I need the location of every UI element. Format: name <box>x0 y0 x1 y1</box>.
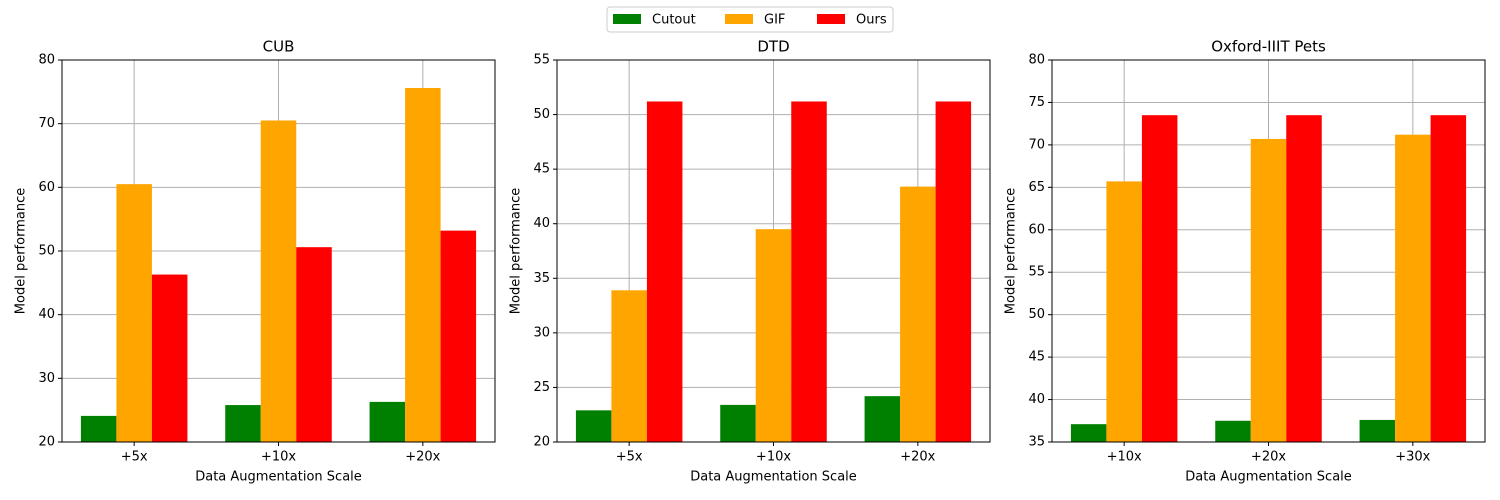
y-tick-label: 50 <box>38 244 55 259</box>
y-tick-label: 50 <box>533 107 550 122</box>
chart-title: CUB <box>263 38 295 56</box>
bar <box>296 247 332 442</box>
x-tick-label: +30x <box>1395 450 1430 465</box>
y-tick-label: 70 <box>1028 137 1045 152</box>
legend-swatch <box>613 14 641 24</box>
bar <box>116 184 152 442</box>
bar <box>260 120 297 442</box>
bar <box>1215 420 1251 442</box>
bar <box>791 101 827 442</box>
bar <box>575 410 612 442</box>
y-tick-label: 55 <box>533 53 550 68</box>
y-tick-label: 40 <box>533 216 550 231</box>
y-tick-label: 20 <box>533 435 550 450</box>
x-tick-label: +10x <box>1107 450 1142 465</box>
y-tick-label: 40 <box>38 307 55 322</box>
x-tick-label: +20x <box>1251 450 1286 465</box>
y-tick-label: 60 <box>38 180 55 195</box>
y-tick-label: 30 <box>38 371 55 386</box>
bar <box>1359 419 1396 442</box>
bar <box>1430 115 1467 442</box>
y-tick-label: 20 <box>38 435 55 450</box>
bar <box>900 186 936 442</box>
legend-swatch <box>817 14 845 24</box>
x-tick-label: +5x <box>121 450 148 465</box>
y-tick-label: 45 <box>533 162 550 177</box>
y-tick-label: 55 <box>1028 265 1045 280</box>
bar <box>151 274 188 442</box>
x-tick-label: +20x <box>900 450 935 465</box>
y-tick-label: 80 <box>1028 53 1045 68</box>
y-tick-label: 70 <box>38 116 55 131</box>
y-tick-label: 40 <box>1028 392 1045 407</box>
y-tick-label: 45 <box>1028 350 1045 365</box>
y-axis-label: Model performance <box>14 188 29 314</box>
bar <box>1286 115 1322 442</box>
bar <box>1106 181 1142 442</box>
legend-label: GIF <box>764 13 785 28</box>
bar <box>611 290 647 442</box>
legend-label: Cutout <box>652 13 696 28</box>
x-tick-label: +5x <box>616 450 643 465</box>
bar <box>369 401 406 442</box>
plot-frame <box>556 59 991 443</box>
x-axis-label: Data Augmentation Scale <box>690 470 857 485</box>
legend-label: Ours <box>856 13 887 28</box>
chart-title: DTD <box>757 38 789 56</box>
y-tick-label: 25 <box>533 380 550 395</box>
bar <box>755 229 792 442</box>
bar <box>1395 134 1431 443</box>
y-axis-label: Model performance <box>1004 188 1019 314</box>
chart-title: Oxford-IIIT Pets <box>1211 38 1326 56</box>
bar <box>1141 115 1178 442</box>
x-tick-label: +10x <box>261 450 296 465</box>
bar <box>225 405 261 442</box>
y-tick-label: 35 <box>1028 435 1045 450</box>
bar <box>80 415 117 442</box>
bar <box>720 404 756 442</box>
y-tick-label: 65 <box>1028 180 1045 195</box>
y-tick-label: 80 <box>38 53 55 68</box>
x-tick-label: +10x <box>756 450 791 465</box>
bar <box>646 101 683 442</box>
x-tick-label: +20x <box>405 450 440 465</box>
bar <box>440 230 477 442</box>
y-tick-label: 35 <box>533 271 550 286</box>
bar <box>864 396 901 442</box>
bar <box>405 88 441 442</box>
bar <box>1070 424 1107 442</box>
y-tick-label: 60 <box>1028 222 1045 237</box>
bar <box>935 101 972 442</box>
x-axis-label: Data Augmentation Scale <box>1185 470 1352 485</box>
bar <box>1250 138 1287 443</box>
y-tick-label: 75 <box>1028 95 1045 110</box>
plot-frame <box>61 59 496 443</box>
y-tick-label: 50 <box>1028 307 1045 322</box>
plot-frame <box>1051 59 1486 443</box>
y-axis-label: Model performance <box>509 188 524 314</box>
x-axis-label: Data Augmentation Scale <box>195 470 362 485</box>
legend-swatch <box>725 14 753 24</box>
y-tick-label: 30 <box>533 325 550 340</box>
